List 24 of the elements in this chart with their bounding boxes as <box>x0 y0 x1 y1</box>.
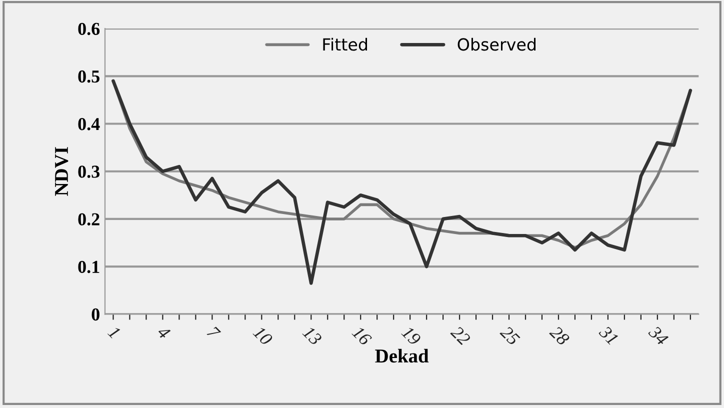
x-tick-label: 4 <box>156 325 171 340</box>
line-series <box>112 79 692 285</box>
x-tick-label: 25 <box>499 324 520 346</box>
x-tick-label: 28 <box>548 324 570 346</box>
x-axis-title: Dekad <box>375 348 429 363</box>
y-axis-title: NDVI <box>55 147 68 196</box>
y-tick-label: 0 <box>92 308 100 321</box>
legend-label: Fitted <box>323 38 367 51</box>
y-tick-label: 0.6 <box>78 22 100 36</box>
x-tick-label: 10 <box>252 325 274 346</box>
x-tick-label: 13 <box>302 325 322 346</box>
y-tick-label: 0.4 <box>78 118 100 130</box>
y-tick-label: 0.2 <box>78 213 100 226</box>
y-tick-label: 0.5 <box>78 70 100 83</box>
x-tick-label: 22 <box>450 324 472 346</box>
x-tick-label: 16 <box>351 325 372 346</box>
x-tick-label: 7 <box>206 326 222 340</box>
y-tick-label: 0.3 <box>78 166 100 178</box>
x-tick-label: 19 <box>400 325 422 346</box>
x-tick-label: 1 <box>107 325 120 338</box>
y-tick-label: 0.1 <box>78 260 100 274</box>
legend-label: Observed <box>458 38 536 51</box>
x-tick-label: 34 <box>648 324 669 346</box>
x-tick-label: 31 <box>598 324 618 345</box>
